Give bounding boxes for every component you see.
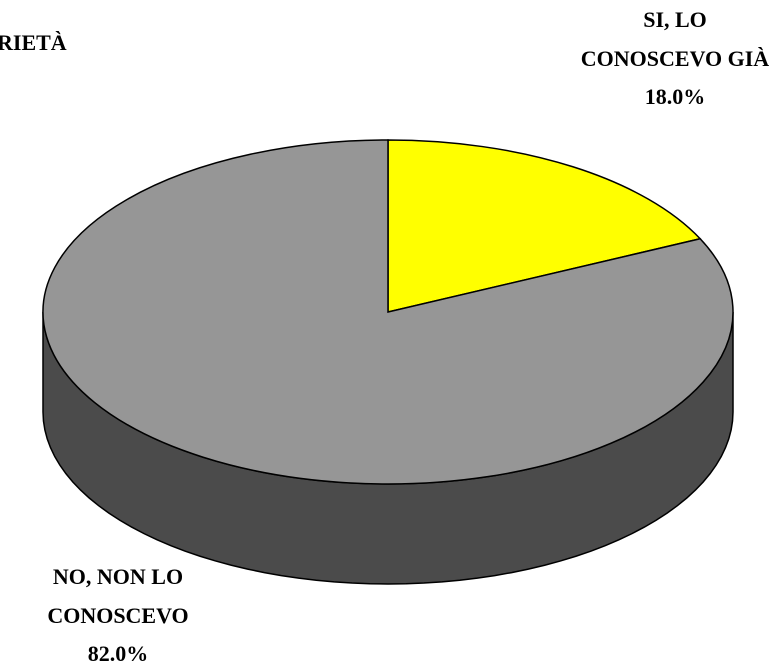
chart-title: RIETÀ [0,30,67,55]
slice-label: SI, LO CONOSCEVO GIÀ 18.0% [580,1,770,117]
category-label: NO, NON LO CONOSCEVO [47,564,189,628]
slice-label: NO, NON LO CONOSCEVO 82.0% [23,558,213,666]
value-label: 82.0% [87,641,149,666]
category-label: SI, LO CONOSCEVO GIÀ [580,7,770,71]
pie-slice [387,139,702,313]
value-label: 18.0% [644,84,706,109]
pie-slice [42,139,734,485]
